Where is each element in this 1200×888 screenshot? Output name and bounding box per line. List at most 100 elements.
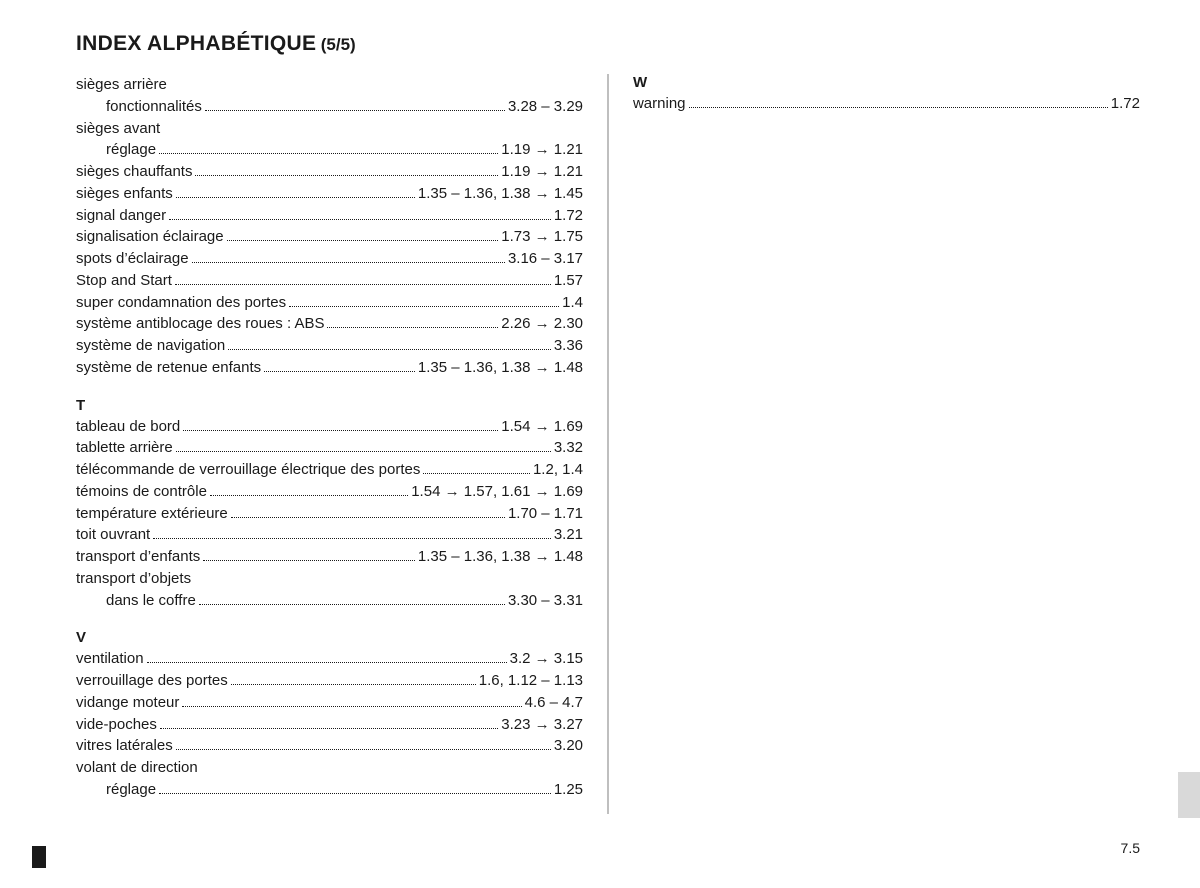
- leader-dots: [210, 495, 408, 496]
- page: INDEX ALPHABÉTIQUE (5/5) sièges arrièref…: [0, 0, 1200, 834]
- index-entry: dans le coffre 3.30 – 3.31: [76, 590, 583, 612]
- index-entry-pages: 1.72: [1111, 93, 1140, 115]
- index-entry-pages: 3.21: [554, 524, 583, 546]
- index-entry-pages: 1.70 – 1.71: [508, 503, 583, 525]
- index-entry-pages: 2.26 → 2.30: [501, 313, 583, 335]
- index-entry-label: vitres latérales: [76, 735, 173, 757]
- section-tab-icon: [32, 846, 46, 868]
- leader-dots: [231, 517, 505, 518]
- leader-dots: [199, 604, 505, 605]
- leader-dots: [203, 560, 415, 561]
- index-entry: vide-poches 3.23 → 3.27: [76, 714, 583, 736]
- index-entry-label: transport d’enfants: [76, 546, 200, 568]
- index-entry-pages: 1.57: [554, 270, 583, 292]
- index-entry-pages: 1.72: [554, 205, 583, 227]
- index-entry: sièges chauffants 1.19 → 1.21: [76, 161, 583, 183]
- leader-dots: [176, 749, 551, 750]
- leader-dots: [182, 706, 521, 707]
- index-entry-pages: 1.35 – 1.36, 1.38 → 1.48: [418, 546, 583, 568]
- page-number: 7.5: [1121, 840, 1140, 856]
- index-entry-label: sièges arrière: [76, 74, 167, 96]
- index-entry-pages: 1.19 → 1.21: [501, 161, 583, 183]
- leader-dots: [195, 175, 498, 176]
- leader-dots: [169, 219, 551, 220]
- index-entry: vidange moteur 4.6 – 4.7: [76, 692, 583, 714]
- index-entry-label: système de navigation: [76, 335, 225, 357]
- index-entry-pages: 1.19 → 1.21: [501, 139, 583, 161]
- index-entry-label: signalisation éclairage: [76, 226, 224, 248]
- page-title: INDEX ALPHABÉTIQUE (5/5): [76, 32, 1140, 56]
- index-entry-label: warning: [633, 93, 686, 115]
- leader-dots: [327, 327, 498, 328]
- index-entry: fonctionnalités 3.28 – 3.29: [76, 96, 583, 118]
- index-entry: transport d’enfants 1.35 – 1.36, 1.38 → …: [76, 546, 583, 568]
- index-entry: système antiblocage des roues : ABS 2.26…: [76, 313, 583, 335]
- index-entry-pages: 3.2 → 3.15: [510, 648, 583, 670]
- section-heading: T: [76, 397, 583, 414]
- index-entry-label: fonctionnalités: [76, 96, 202, 118]
- leader-dots: [160, 728, 498, 729]
- index-entry: tablette arrière 3.32: [76, 437, 583, 459]
- index-entry-label: spots d’éclairage: [76, 248, 189, 270]
- title-main: INDEX ALPHABÉTIQUE: [76, 32, 316, 55]
- index-entry-label: dans le coffre: [76, 590, 196, 612]
- leader-dots: [147, 662, 507, 663]
- index-entry-pages: 1.35 – 1.36, 1.38 → 1.45: [418, 183, 583, 205]
- leader-dots: [264, 371, 415, 372]
- index-entry-label: sièges avant: [76, 118, 160, 140]
- leader-dots: [205, 110, 505, 111]
- index-entry: super condamnation des portes 1.4: [76, 292, 583, 314]
- index-entry-label: système de retenue enfants: [76, 357, 261, 379]
- leader-dots: [423, 473, 530, 474]
- index-entry-pages: 1.2, 1.4: [533, 459, 583, 481]
- index-entry-pages: 3.28 – 3.29: [508, 96, 583, 118]
- index-entry-label: sièges chauffants: [76, 161, 192, 183]
- leader-dots: [159, 793, 551, 794]
- leader-dots: [228, 349, 551, 350]
- index-entry: warning 1.72: [633, 93, 1140, 115]
- index-entry-pages: 1.35 – 1.36, 1.38 → 1.48: [418, 357, 583, 379]
- index-entry-label: toit ouvrant: [76, 524, 150, 546]
- index-entry-label: sièges enfants: [76, 183, 173, 205]
- index-entry: signalisation éclairage 1.73 → 1.75: [76, 226, 583, 248]
- index-entry: système de retenue enfants 1.35 – 1.36, …: [76, 357, 583, 379]
- index-entry: télécommande de verrouillage électrique …: [76, 459, 583, 481]
- index-columns: sièges arrièrefonctionnalités 3.28 – 3.2…: [76, 74, 1140, 814]
- section-heading: V: [76, 629, 583, 646]
- index-entry: sièges enfants 1.35 – 1.36, 1.38 → 1.45: [76, 183, 583, 205]
- index-entry: Stop and Start 1.57: [76, 270, 583, 292]
- index-entry-label: tablette arrière: [76, 437, 173, 459]
- index-entry-label: réglage: [76, 779, 156, 801]
- index-entry: spots d’éclairage 3.16 – 3.17: [76, 248, 583, 270]
- index-entry-label: super condamnation des portes: [76, 292, 286, 314]
- index-entry-pages: 3.30 – 3.31: [508, 590, 583, 612]
- index-entry-label: vidange moteur: [76, 692, 179, 714]
- title-sub: (5/5): [321, 35, 356, 54]
- index-entry: système de navigation 3.36: [76, 335, 583, 357]
- index-entry-pages: 3.16 – 3.17: [508, 248, 583, 270]
- index-entry: ventilation 3.2 → 3.15: [76, 648, 583, 670]
- leader-dots: [176, 197, 415, 198]
- leader-dots: [175, 284, 551, 285]
- index-entry-pages: 1.54 → 1.57, 1.61 → 1.69: [411, 481, 583, 503]
- index-entry-label: transport d’objets: [76, 568, 191, 590]
- leader-dots: [176, 451, 551, 452]
- index-entry-pages: 3.23 → 3.27: [501, 714, 583, 736]
- index-entry-pages: 1.73 → 1.75: [501, 226, 583, 248]
- index-entry-pages: 1.25: [554, 779, 583, 801]
- leader-dots: [227, 240, 499, 241]
- index-entry: température extérieure 1.70 – 1.71: [76, 503, 583, 525]
- index-entry-label: ventilation: [76, 648, 144, 670]
- index-entry-pages: 3.36: [554, 335, 583, 357]
- thumb-tab-icon: [1178, 772, 1200, 818]
- index-entry-label: témoins de contrôle: [76, 481, 207, 503]
- index-entry-label: verrouillage des portes: [76, 670, 228, 692]
- index-entry-label: signal danger: [76, 205, 166, 227]
- index-entry-label: Stop and Start: [76, 270, 172, 292]
- index-entry: réglage 1.25: [76, 779, 583, 801]
- leader-dots: [289, 306, 559, 307]
- index-entry: sièges arrière: [76, 74, 583, 96]
- index-entry-pages: 1.4: [562, 292, 583, 314]
- column-divider: [607, 74, 609, 814]
- leader-dots: [689, 107, 1108, 108]
